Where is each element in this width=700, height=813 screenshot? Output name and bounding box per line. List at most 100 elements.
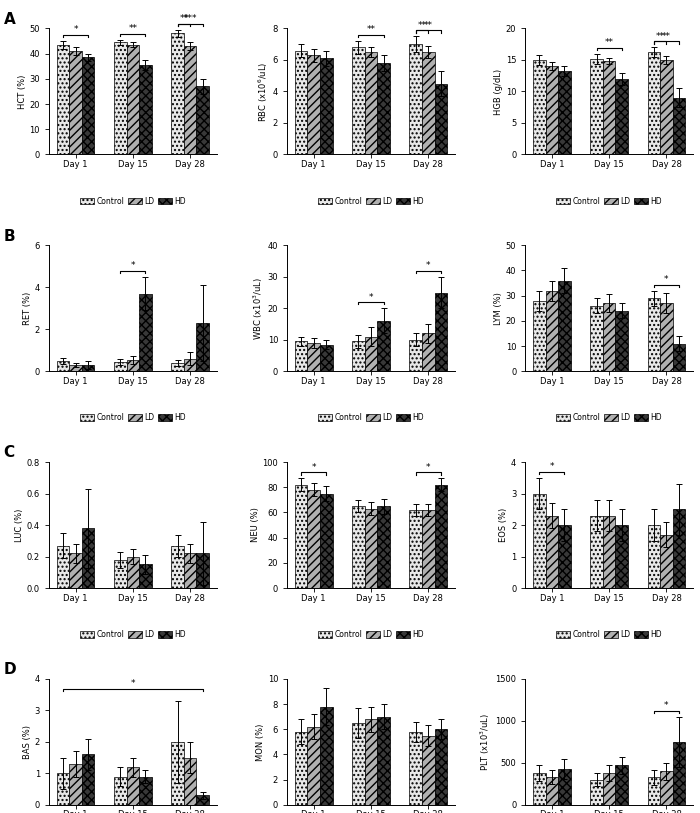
Text: **: ** xyxy=(605,38,614,47)
Text: **: ** xyxy=(179,14,188,23)
Text: *: * xyxy=(550,462,554,471)
Text: *: * xyxy=(664,701,668,710)
Bar xyxy=(307,489,320,588)
Bar xyxy=(673,344,685,372)
Bar xyxy=(590,59,603,154)
Text: *: * xyxy=(369,293,373,302)
Bar xyxy=(410,44,422,154)
Bar xyxy=(69,365,82,372)
Legend: Control, LD, HD: Control, LD, HD xyxy=(77,411,188,425)
Bar xyxy=(603,773,615,805)
Bar xyxy=(114,559,127,588)
Y-axis label: NEU (%): NEU (%) xyxy=(251,507,260,542)
Bar xyxy=(139,564,152,588)
Bar xyxy=(307,727,320,805)
Text: B: B xyxy=(4,228,15,244)
Legend: Control, LD, HD: Control, LD, HD xyxy=(315,193,427,209)
Text: A: A xyxy=(4,12,15,27)
Bar xyxy=(352,506,365,588)
Bar xyxy=(295,50,307,154)
Bar xyxy=(114,362,127,372)
Bar xyxy=(307,343,320,372)
Bar xyxy=(57,45,69,154)
Bar xyxy=(377,321,390,372)
Text: **: ** xyxy=(367,25,375,34)
Text: **: ** xyxy=(424,20,433,29)
Bar xyxy=(615,311,628,372)
Bar xyxy=(558,769,570,805)
Bar xyxy=(435,84,447,154)
Bar xyxy=(127,557,139,588)
Bar xyxy=(435,293,447,372)
Text: C: C xyxy=(4,446,15,460)
Bar xyxy=(172,741,184,805)
Bar xyxy=(410,340,422,372)
Text: *: * xyxy=(131,261,135,270)
Bar xyxy=(435,729,447,805)
Y-axis label: PLT (x10$^{3}$/uL): PLT (x10$^{3}$/uL) xyxy=(479,713,493,771)
Text: *: * xyxy=(426,261,430,270)
Text: *: * xyxy=(131,679,135,688)
Bar xyxy=(558,280,570,372)
Bar xyxy=(615,765,628,805)
Bar xyxy=(603,303,615,372)
Text: ***: *** xyxy=(183,14,197,23)
Bar xyxy=(295,485,307,588)
Text: D: D xyxy=(4,663,16,677)
Bar xyxy=(82,365,94,372)
Bar xyxy=(172,33,184,154)
Bar xyxy=(660,534,673,588)
Bar xyxy=(673,98,685,154)
Bar xyxy=(590,515,603,588)
Bar xyxy=(422,736,435,805)
Bar xyxy=(139,65,152,154)
Text: **: ** xyxy=(662,32,671,41)
Bar xyxy=(648,298,660,372)
Bar xyxy=(197,86,209,154)
Bar xyxy=(422,52,435,154)
Bar xyxy=(197,795,209,805)
Bar xyxy=(114,42,127,154)
Bar xyxy=(295,732,307,805)
Bar xyxy=(377,716,390,805)
Bar xyxy=(615,79,628,154)
Bar xyxy=(57,773,69,805)
Bar xyxy=(533,773,545,805)
Bar xyxy=(533,493,545,588)
Bar xyxy=(172,546,184,588)
Bar xyxy=(184,46,197,154)
Legend: Control, LD, HD: Control, LD, HD xyxy=(77,627,188,642)
Text: **: ** xyxy=(656,32,665,41)
Bar xyxy=(422,333,435,372)
Y-axis label: RBC (x10$^{6}$/uL): RBC (x10$^{6}$/uL) xyxy=(257,61,270,122)
Bar xyxy=(603,515,615,588)
Y-axis label: HGB (g/dL): HGB (g/dL) xyxy=(494,68,503,115)
Bar xyxy=(648,777,660,805)
Bar xyxy=(410,732,422,805)
Bar xyxy=(197,323,209,372)
Bar xyxy=(320,493,332,588)
Bar xyxy=(82,754,94,805)
Bar xyxy=(127,359,139,372)
Bar xyxy=(377,63,390,154)
Bar xyxy=(57,546,69,588)
Legend: Control, LD, HD: Control, LD, HD xyxy=(315,627,427,642)
Bar xyxy=(352,723,365,805)
Y-axis label: RET (%): RET (%) xyxy=(23,292,32,325)
Y-axis label: BAS (%): BAS (%) xyxy=(23,725,32,759)
Bar xyxy=(352,341,365,372)
Bar xyxy=(660,772,673,805)
Bar xyxy=(197,554,209,588)
Bar xyxy=(320,706,332,805)
Bar xyxy=(673,741,685,805)
Bar xyxy=(365,52,377,154)
Bar xyxy=(365,720,377,805)
Bar xyxy=(648,525,660,588)
Bar xyxy=(69,51,82,154)
Bar xyxy=(57,361,69,372)
Bar xyxy=(533,60,545,154)
Bar xyxy=(69,764,82,805)
Y-axis label: HCT (%): HCT (%) xyxy=(18,74,27,109)
Bar xyxy=(320,59,332,154)
Bar xyxy=(545,777,558,805)
